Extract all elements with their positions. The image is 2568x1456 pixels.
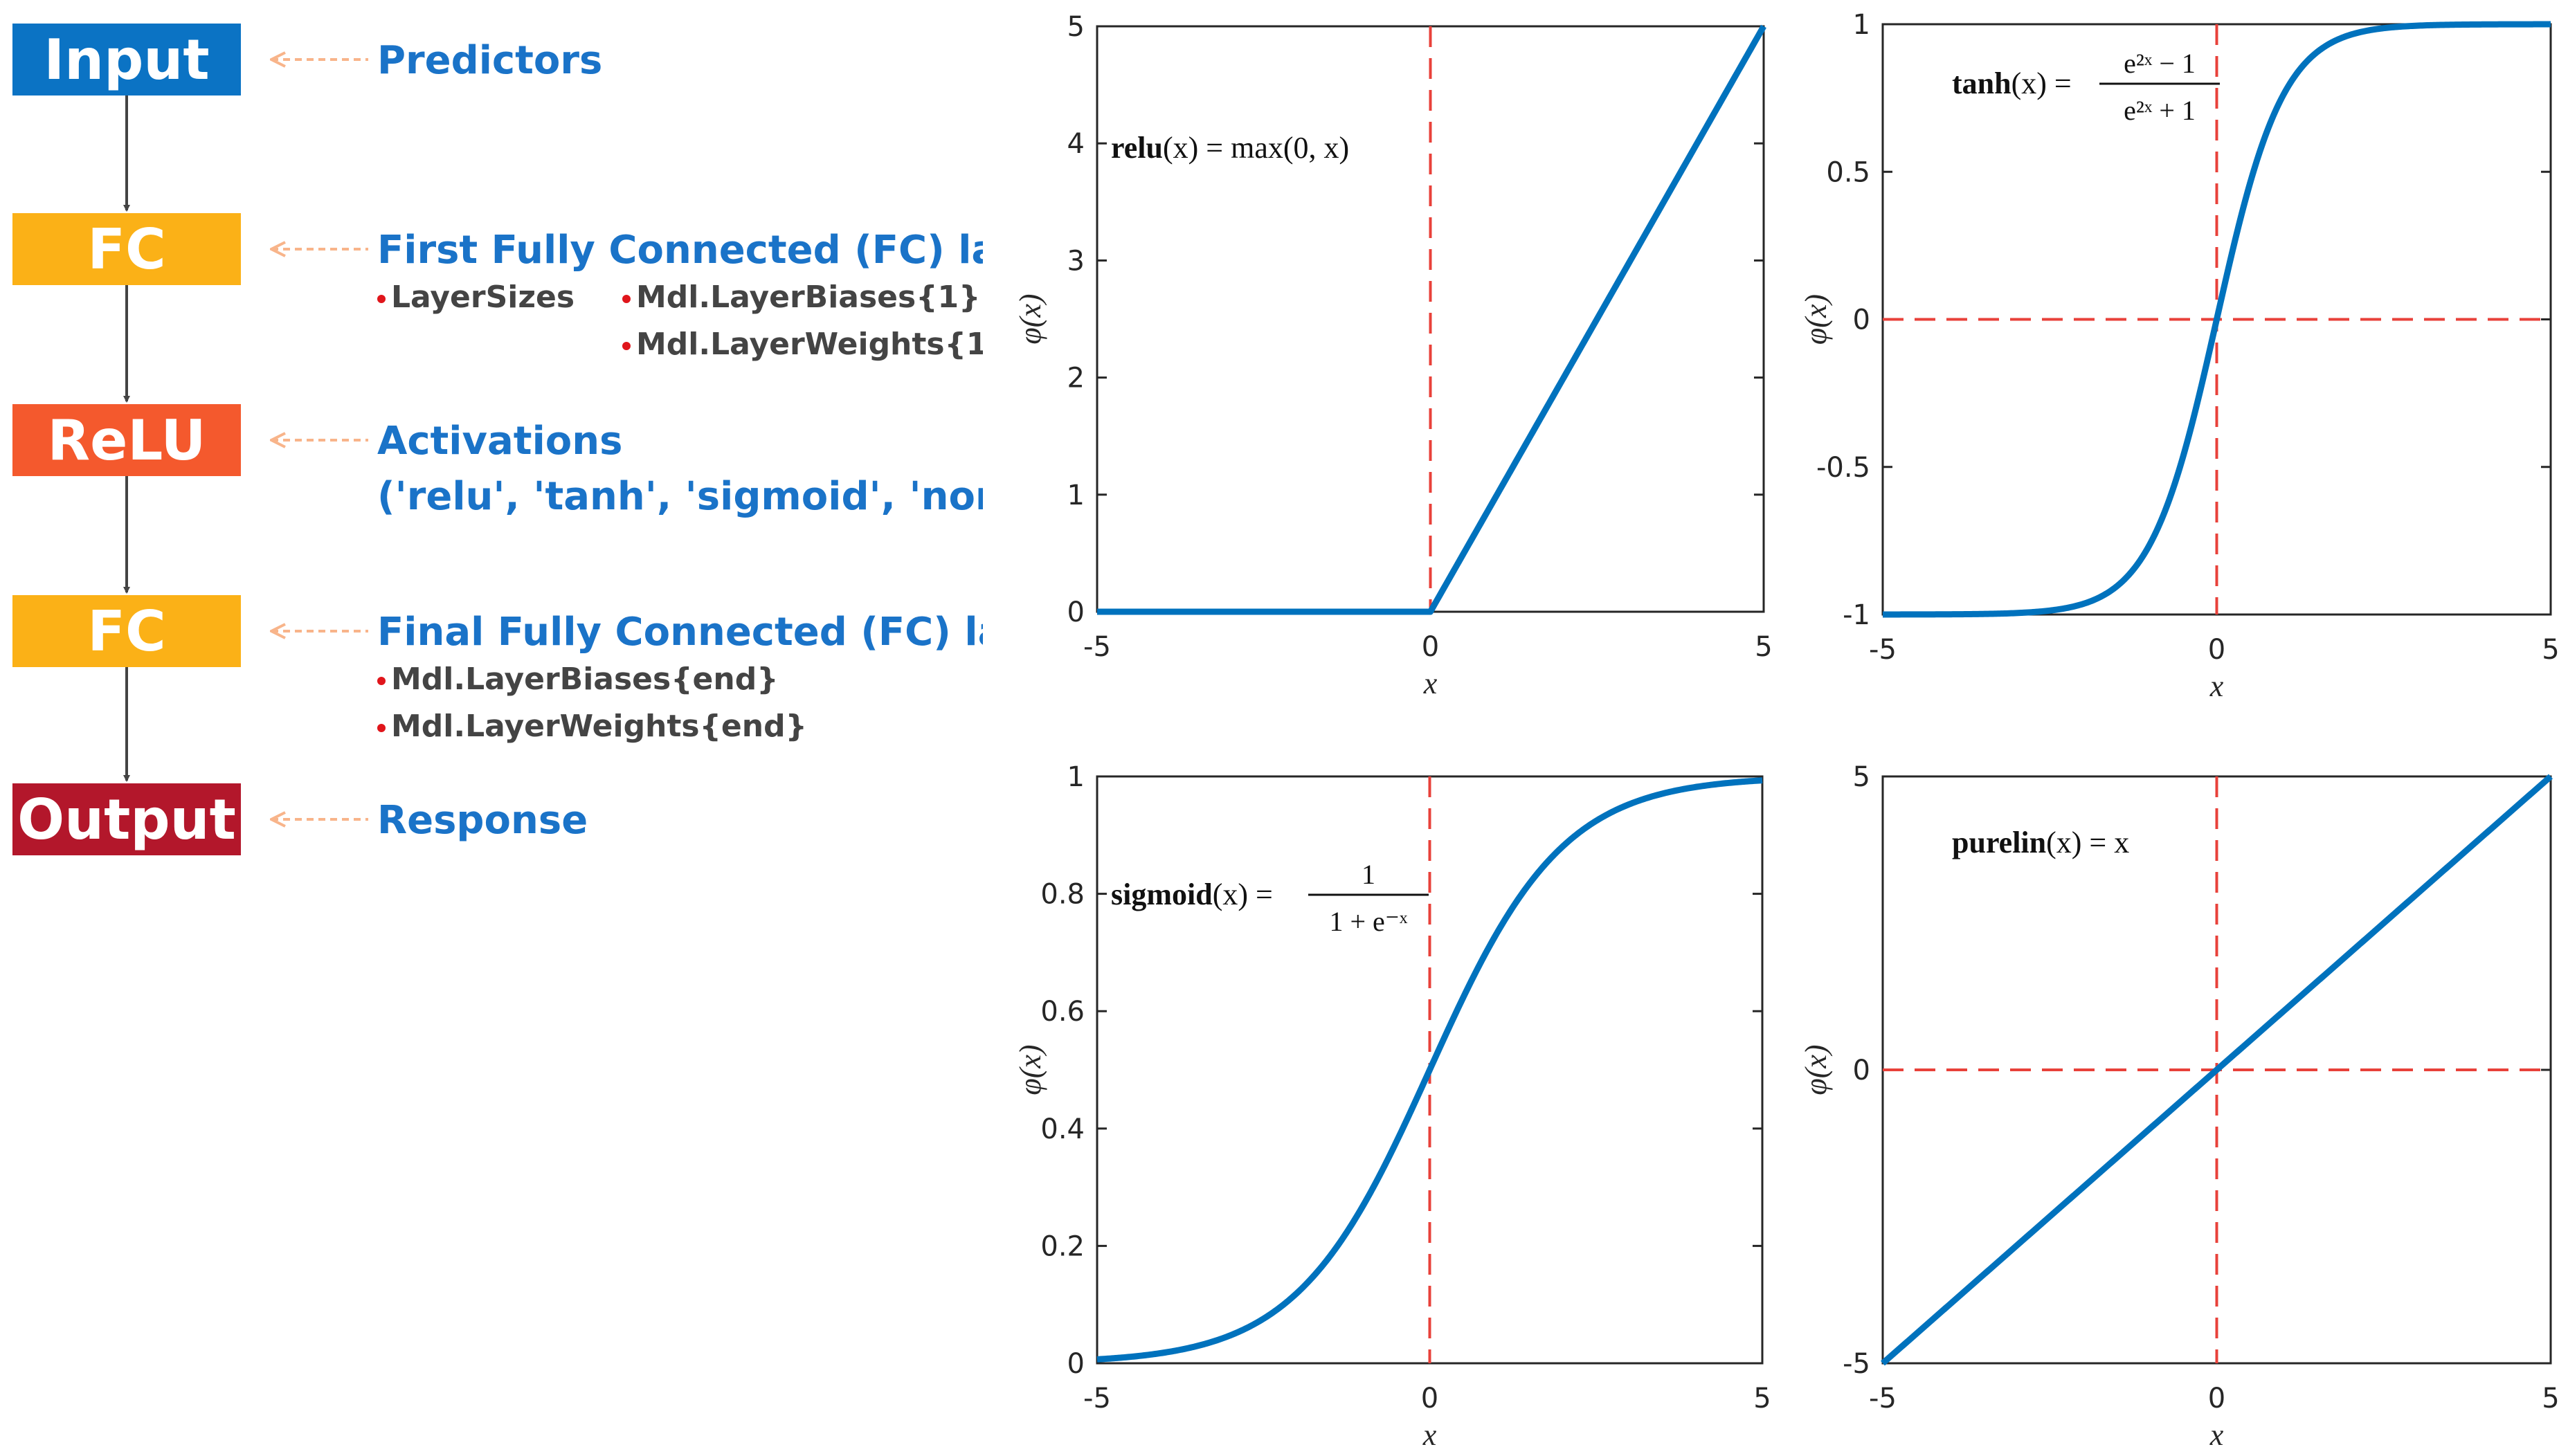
bullet-text: Mdl.LayerWeights{1} [636,327,983,362]
x-tick-label: -5 [1083,1383,1111,1414]
y-tick-label: 1 [1067,761,1085,793]
x-axis-label: x [1422,1418,1437,1452]
formula-text: tanh(x) = [1952,66,2072,100]
block-label: ReLU [48,408,206,473]
block-relu: ReLU Activations ('relu', 'tanh', 'sigmoid… [12,404,983,519]
annotation-text: Activations [377,419,622,464]
y-tick-label: 0.8 [1040,879,1085,911]
x-tick-label: -5 [1869,634,1897,666]
block-label: FC [87,217,165,282]
plot-purelin: -5 0 5 -5 0 5 x φ(x) purelin(x) = x [1799,761,2560,1452]
y-tick-label: 0.6 [1040,996,1085,1028]
annotation-subtext: ('relu', 'tanh', 'sigmoid', 'none') [377,474,983,519]
bullet-text: Mdl.LayerBiases{1} [636,280,980,315]
block-box [12,213,241,285]
x-tick-label: 5 [2542,634,2559,666]
y-tick-label: 0 [1853,1055,1870,1086]
y-tick-label: 0 [1853,304,1870,336]
y-tick-label: 1 [1853,9,1870,41]
formula: sigmoid(x) = 1 1 + e⁻ˣ [1111,859,1429,937]
block-box [12,404,241,476]
formula-denominator: e²ˣ + 1 [2124,95,2196,126]
formula-text: relu(x) = max(0, x) [1111,131,1349,165]
block-fc1: FC First Fully Connected (FC) layer LayerS… [12,213,983,362]
y-tick-label: 0 [1067,597,1085,628]
formula: purelin(x) = x [1952,826,2129,859]
bullet-dot [377,295,386,303]
formula-numerator: 1 [1362,859,1375,890]
y-axis-label: φ(x) [1799,1044,1833,1095]
bullet-text: Mdl.LayerWeights{end} [391,709,807,744]
block-box [12,783,241,855]
annotation-text: First Fully Connected (FC) layer [377,228,983,273]
block-label: Input [44,28,209,92]
x-tick-label: 0 [1422,631,1439,663]
series-line [1095,777,1764,1363]
y-tick-label: 1 [1067,480,1085,511]
x-tick-label: 5 [1755,631,1772,663]
y-tick-label: 0.4 [1040,1113,1085,1145]
block-fc2: FC Final Fully Connected (FC) layer Mdl.La… [12,595,983,744]
bullet-dot [622,342,631,350]
y-tick-label: -5 [1843,1348,1870,1380]
x-tick-label: -5 [1083,631,1111,663]
y-tick-label: 3 [1067,245,1085,277]
series-line [1881,21,2553,618]
block-output: Output Response [12,783,588,855]
x-tick-label: -5 [1869,1383,1897,1414]
x-tick-label: 5 [2542,1383,2559,1414]
annotation-text: Final Fully Connected (FC) layer [377,610,983,655]
formula-text: sigmoid(x) = [1111,877,1273,911]
y-tick-label: 5 [1853,761,1870,793]
annotation-text: Response [377,798,588,843]
x-axis-label: x [2209,669,2224,703]
bullet-dot [377,724,386,732]
y-tick-label: -1 [1843,599,1870,631]
y-axis-label: φ(x) [1013,1044,1047,1095]
y-tick-label: 2 [1067,363,1085,394]
block-input: Input Predictors [12,24,602,95]
y-tick-label: 5 [1067,11,1085,43]
block-label: Output [17,788,236,852]
formula: tanh(x) = e²ˣ − 1 e²ˣ + 1 [1952,48,2220,126]
y-tick-label: -0.5 [1816,452,1870,484]
x-tick-label: 0 [1421,1383,1438,1414]
block-label: FC [87,599,165,664]
series-line [1095,24,1766,615]
bullet-dot [377,677,386,685]
x-axis-label: x [2209,1418,2224,1452]
y-tick-label: 0 [1067,1348,1085,1380]
x-tick-label: 5 [1753,1383,1771,1414]
bullet-dot [622,295,631,303]
x-tick-label: 0 [2208,634,2225,666]
plot-tanh: -5 0 5 -1 -0.5 0 0.5 1 x φ(x) tanh(x) = e²ˣ − 1 e²ˣ … [1799,9,2560,703]
formula-numerator: e²ˣ − 1 [2124,48,2196,79]
y-tick-label: 0.2 [1040,1230,1085,1262]
block-box [12,24,241,95]
annotation-text: Predictors [377,38,602,83]
bullet-text: Mdl.LayerBiases{end} [391,662,779,697]
y-axis-label: φ(x) [1799,294,1833,345]
block-box [12,595,241,667]
y-axis-label: φ(x) [1013,293,1047,344]
network-diagram: Input Predictors FC First Fully Connected (… [12,24,983,855]
formula-denominator: 1 + e⁻ˣ [1330,906,1408,937]
formula-text: purelin(x) = x [1952,826,2129,859]
series-line [1881,774,2553,1366]
y-tick-label: 4 [1067,128,1085,160]
formula: relu(x) = max(0, x) [1111,131,1349,165]
x-axis-label: x [1423,666,1438,700]
bullet-text: LayerSizes [391,280,575,315]
x-tick-label: 0 [2208,1383,2225,1414]
y-tick-label: 0.5 [1826,156,1870,188]
